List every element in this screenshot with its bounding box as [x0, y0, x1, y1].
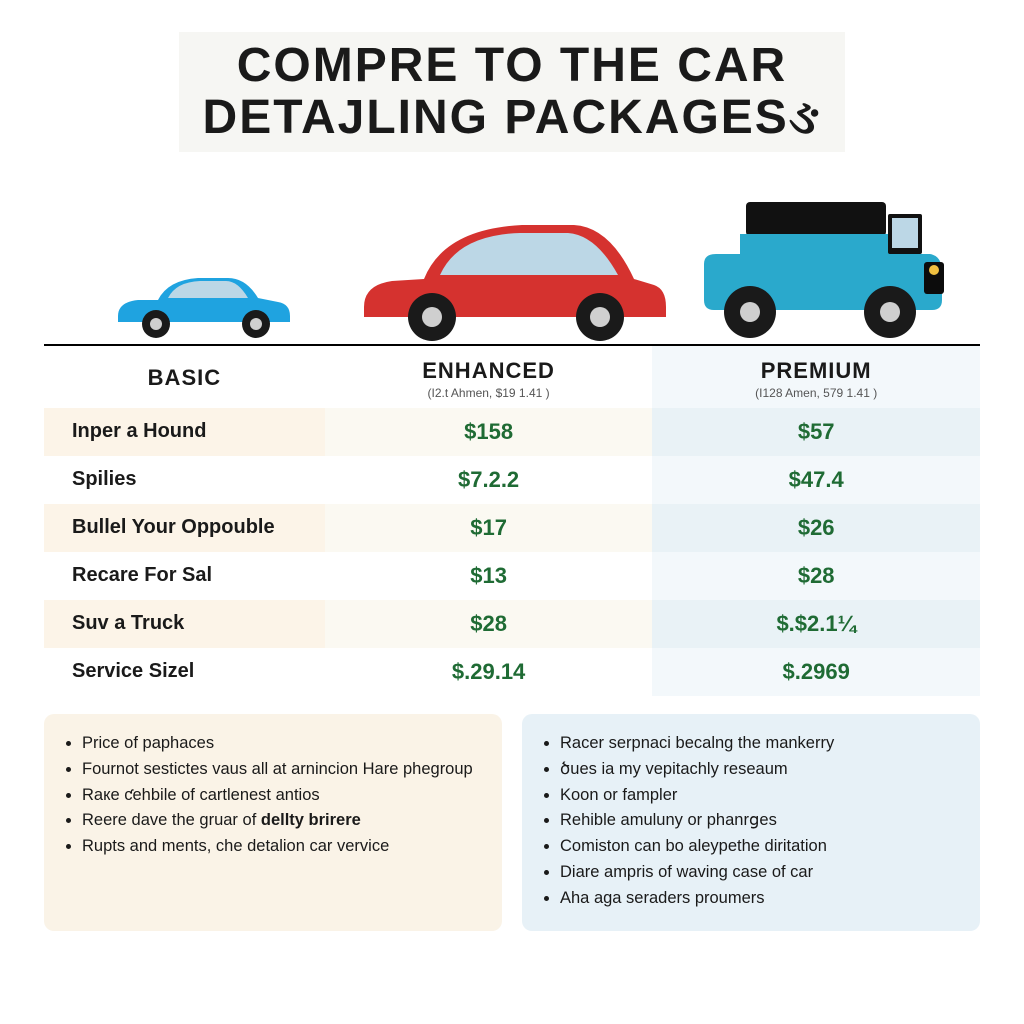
table-row: Recare For Sal$13$28: [44, 552, 980, 600]
price-premium: $57: [652, 408, 980, 456]
car-enhanced: [352, 189, 672, 344]
table-row: Spilies$7.2.2$47.4: [44, 456, 980, 504]
list-item: Aha aga seraders proumers: [560, 887, 960, 911]
list-item: Raке ƈehbile of cartlenest antios: [82, 784, 482, 808]
car-basic: [54, 254, 352, 344]
title-line-2: DETAJLING PACKAGESઙ: [203, 91, 822, 144]
list-item: Price of paphaces: [82, 732, 482, 756]
footer-boxes: Price of paphacesFournot sestictes vaus …: [44, 714, 980, 931]
price-enhanced: $7.2.2: [325, 456, 653, 504]
row-label: Inper a Hound: [44, 408, 325, 456]
row-label: Spilies: [44, 456, 325, 504]
notes-right: Racer serpnaci becalng the mankerryծues …: [522, 714, 980, 931]
price-premium: $28: [652, 552, 980, 600]
list-item: Rehible amuluny or phanrցes: [560, 809, 960, 833]
row-label: Bullel Your Oppouble: [44, 504, 325, 552]
list-item: Diare ampris of waving case of car: [560, 861, 960, 885]
col-basic: BASIC: [44, 346, 325, 408]
list-item: Racer serpnaci becalng the mankerry: [560, 732, 960, 756]
price-enhanced: $28: [325, 600, 653, 648]
row-label: Service Sizel: [44, 648, 325, 696]
table-row: Bullel Your Oppouble$17$26: [44, 504, 980, 552]
col-enhanced: ENHANCED (I2.t Ahmen, $19 1.41 ): [325, 346, 653, 408]
price-enhanced: $17: [325, 504, 653, 552]
notes-left: Price of paphacesFournot sestictes vaus …: [44, 714, 502, 931]
price-enhanced: $.29.14: [325, 648, 653, 696]
list-item: Comiston can bo aleypethe diritation: [560, 835, 960, 859]
row-label: Suv a Truck: [44, 600, 325, 648]
price-premium: $.2969: [652, 648, 980, 696]
price-enhanced: $158: [325, 408, 653, 456]
car-premium: [672, 184, 970, 344]
price-premium: $47.4: [652, 456, 980, 504]
price-premium: $26: [652, 504, 980, 552]
cars-row: [44, 166, 980, 346]
price-premium: $.$2.1¼: [652, 600, 980, 648]
table-row: Service Sizel$.29.14$.2969: [44, 648, 980, 696]
list-item: Rupts and ments, che detalion car vervic…: [82, 835, 482, 859]
list-item: Fournot sestictes vaus all at arnincion …: [82, 758, 482, 782]
list-item: ծues iа my vepitachly reseaum: [560, 758, 960, 782]
pricing-table: BASIC ENHANCED (I2.t Ahmen, $19 1.41 ) P…: [44, 346, 980, 696]
table-row: Suv a Truck$28$.$2.1¼: [44, 600, 980, 648]
price-enhanced: $13: [325, 552, 653, 600]
row-label: Recare For Sal: [44, 552, 325, 600]
list-item: Reere dave the gruar of dellty brirere: [82, 809, 482, 833]
table-row: Inper a Hound$158$57: [44, 408, 980, 456]
title-line-1: COMPRE TO THE CAR: [237, 39, 787, 92]
table-header-row: BASIC ENHANCED (I2.t Ahmen, $19 1.41 ) P…: [44, 346, 980, 408]
page-title: COMPRE TO THE CAR DETAJLING PACKAGESઙ: [179, 32, 846, 152]
col-premium: PREMIUM (I128 Amen, 579 1.41 ): [652, 346, 980, 408]
list-item: Koon or fampler: [560, 784, 960, 808]
